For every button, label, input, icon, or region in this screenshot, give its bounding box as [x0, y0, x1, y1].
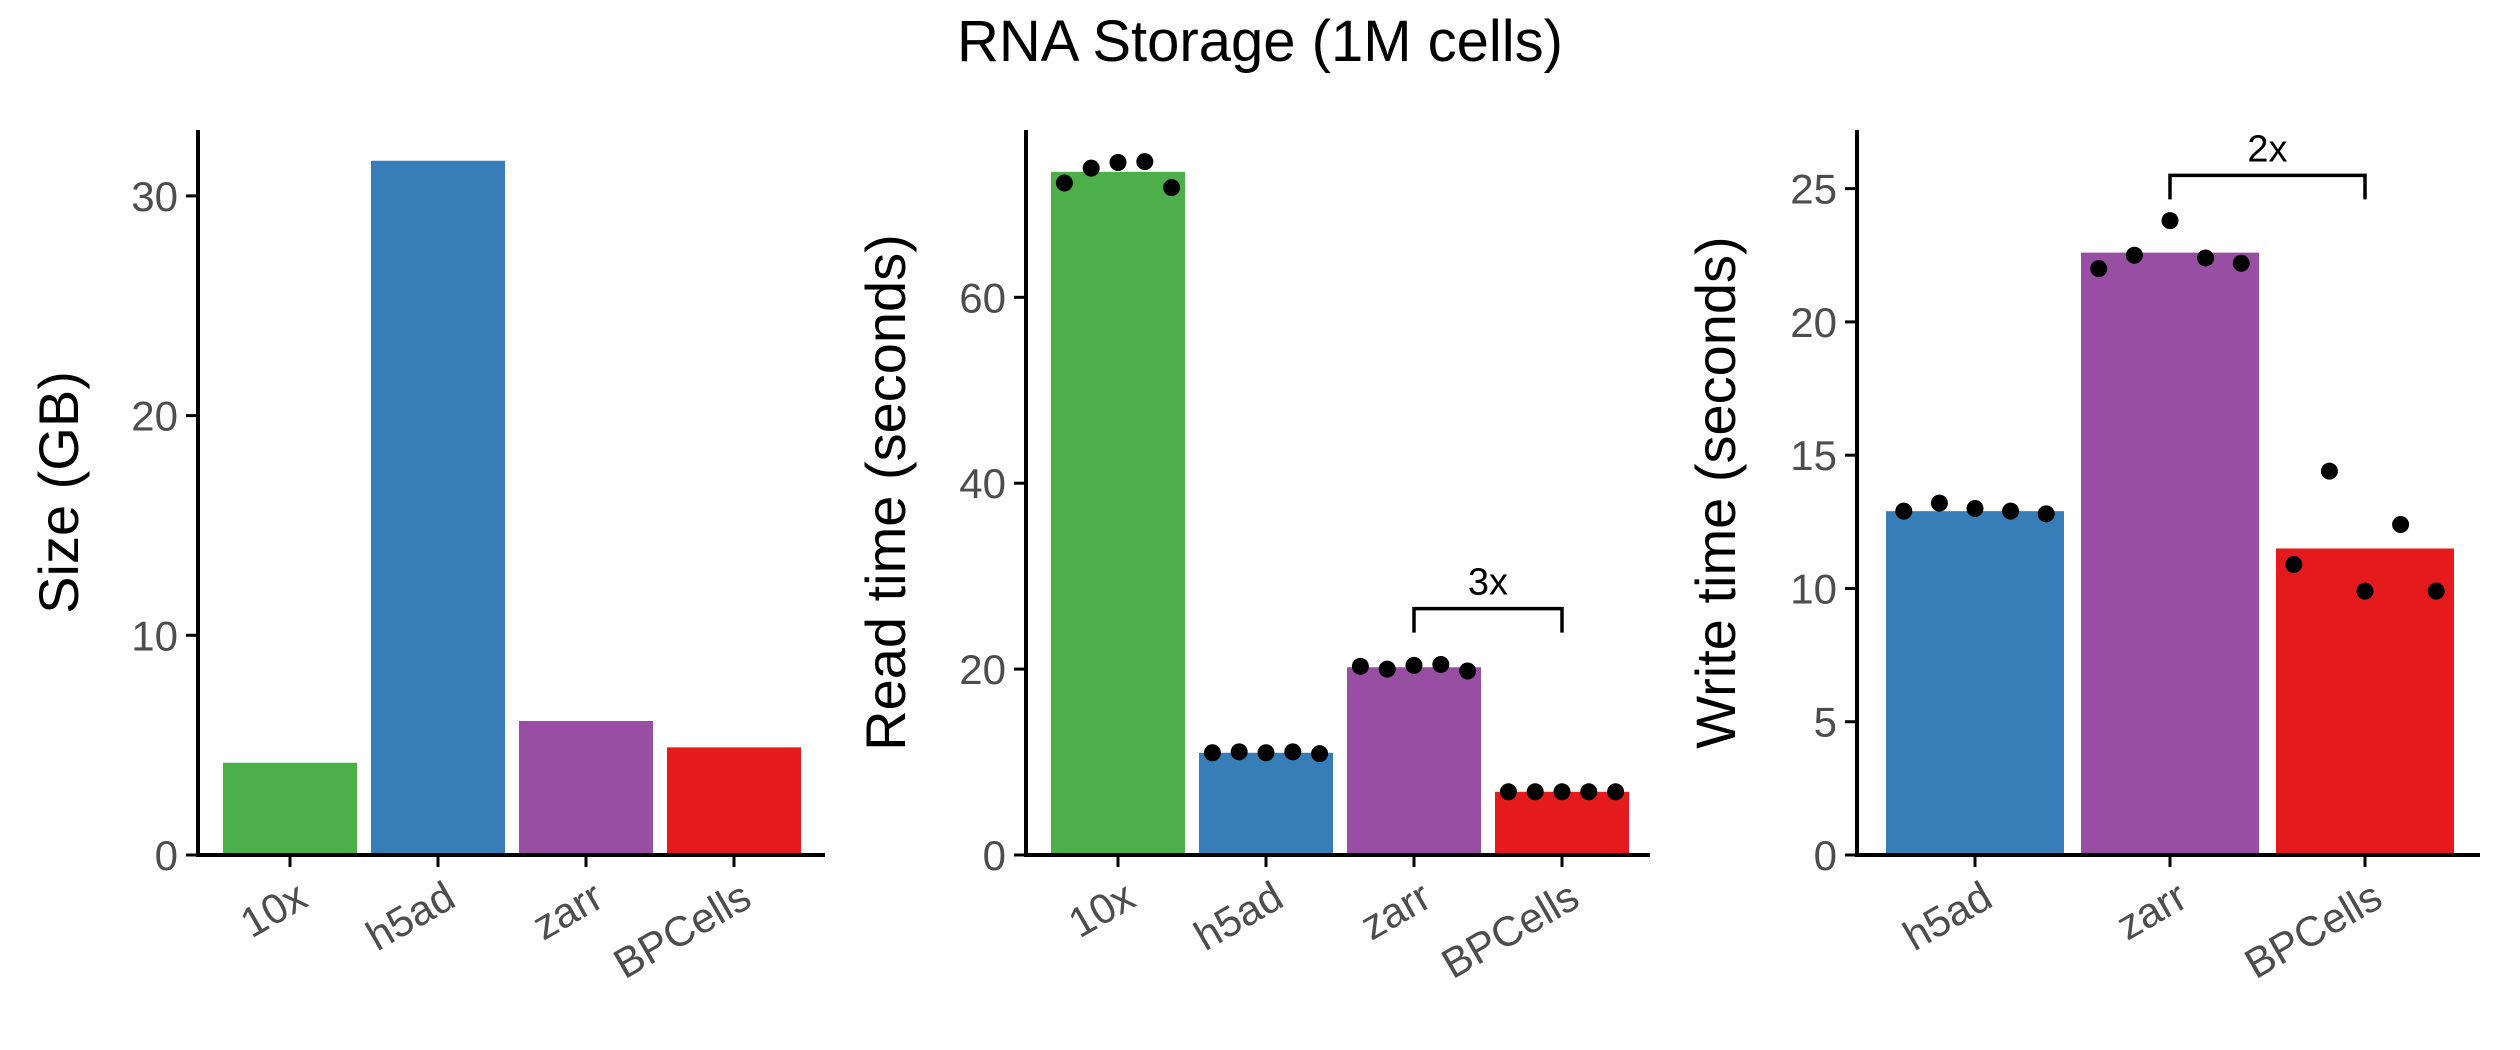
y-tick-label: 0: [1814, 832, 1837, 879]
y-tick-label: 15: [1790, 432, 1837, 479]
annotation-bracket: [1412, 606, 1564, 633]
data-point: [2002, 502, 2020, 520]
x-tick-label: h5ad: [358, 872, 462, 959]
data-point: [2125, 246, 2143, 264]
data-point: [2197, 249, 2215, 267]
x-tick-label: 10x: [1060, 872, 1142, 947]
data-point: [1499, 783, 1517, 801]
data-point: [1405, 656, 1423, 674]
y-axis-title: Write time (seconds): [1684, 236, 1747, 748]
write-time-panel: 0 5 10 15 20 25 h5ad zarr BPCells Write time (sec…: [1684, 128, 2480, 987]
data-point: [1257, 744, 1275, 762]
y-tick-label: 0: [155, 832, 178, 879]
y-tick-label: 20: [959, 646, 1006, 693]
data-point: [1284, 743, 1302, 761]
y-tick-label: 0: [983, 832, 1006, 879]
x-tick-label: h5ad: [1895, 872, 1999, 959]
figure-title: RNA Storage (1M cells): [957, 9, 1563, 74]
data-point: [1459, 662, 1477, 680]
data-point: [1553, 783, 1571, 801]
data-point: [1230, 743, 1248, 761]
annotation-label: 3x: [1468, 562, 1508, 604]
bar-h5ad: [1199, 752, 1333, 855]
x-tick-label: zarr: [524, 872, 610, 949]
data-point: [1930, 494, 1948, 512]
data-point: [2090, 260, 2108, 278]
y-tick-label: 60: [959, 274, 1006, 321]
data-point: [1163, 179, 1181, 197]
data-point: [1607, 783, 1625, 801]
data-point: [2232, 254, 2250, 272]
x-tick-label: zarr: [1352, 872, 1438, 949]
bar-zarr: [2081, 252, 2259, 855]
bar-h5ad: [1886, 511, 2064, 855]
data-point: [1966, 499, 1984, 517]
bar-10x: [1051, 171, 1185, 856]
data-point: [1109, 154, 1127, 172]
y-tick-label: 5: [1814, 699, 1837, 746]
x-tick-label: BPCells: [2237, 872, 2390, 987]
y-tick-label: 10: [1790, 565, 1837, 612]
bar-bpcells: [1495, 791, 1629, 855]
bar-h5ad: [371, 160, 505, 855]
bar-10x: [223, 762, 357, 855]
annotation-label: 2x: [2247, 128, 2287, 170]
bar-zarr: [519, 720, 653, 855]
data-point: [1203, 744, 1221, 762]
data-point: [1136, 153, 1154, 171]
x-tick-label: zarr: [2108, 872, 2194, 949]
data-point: [2392, 515, 2410, 533]
data-point: [2320, 462, 2338, 480]
data-point: [2356, 582, 2374, 600]
data-point: [1432, 655, 1450, 673]
y-tick-label: 25: [1790, 166, 1837, 213]
y-tick-label: 30: [131, 173, 178, 220]
data-point: [2285, 555, 2303, 573]
y-axis-title: Size (GB): [27, 371, 90, 614]
bar-bpcells: [667, 747, 801, 855]
bar-zarr: [1347, 667, 1481, 855]
data-point: [1895, 502, 1913, 520]
x-tick-label: BPCells: [1434, 872, 1587, 987]
x-tick-label: BPCells: [606, 872, 759, 987]
data-point: [1055, 174, 1073, 192]
y-axis-title: Read time (seconds): [854, 234, 917, 751]
data-point: [2427, 582, 2445, 600]
data-point: [1378, 660, 1396, 678]
x-tick-label: h5ad: [1186, 872, 1290, 959]
y-tick-label: 40: [959, 460, 1006, 507]
data-point: [2037, 505, 2055, 523]
y-tick-label: 20: [1790, 299, 1837, 346]
data-point: [2161, 212, 2179, 230]
data-point: [1526, 783, 1544, 801]
y-tick-label: 10: [131, 612, 178, 659]
data-point: [1311, 745, 1329, 763]
data-point: [1082, 159, 1100, 177]
data-point: [1580, 783, 1598, 801]
y-tick-label: 20: [131, 393, 178, 440]
data-point: [1351, 657, 1369, 675]
annotation-bracket: [2168, 173, 2367, 200]
x-tick-label: 10x: [232, 872, 314, 947]
